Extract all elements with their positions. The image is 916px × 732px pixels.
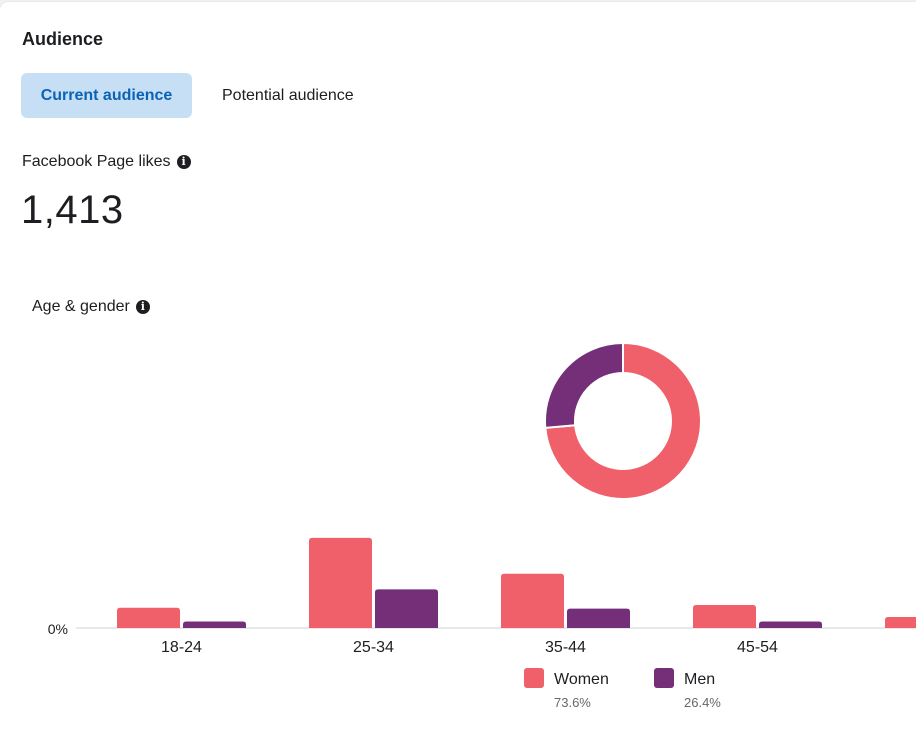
women-swatch <box>524 668 544 688</box>
legend-label-men: Men <box>684 671 716 688</box>
page-title: Audience <box>22 29 104 49</box>
bar-women-55-64 <box>885 616 916 628</box>
bar-men-25-34 <box>375 589 438 628</box>
page-likes-label-text: Facebook Page likes <box>22 153 171 170</box>
x-tick-label: 45-54 <box>737 639 778 656</box>
info-icon[interactable]: i <box>135 300 150 314</box>
x-tick-label: 18-24 <box>161 639 202 656</box>
age-gender-label: Age & gender i <box>32 298 150 316</box>
info-icon[interactable]: i <box>176 155 191 169</box>
bar-women-18-24 <box>117 607 180 628</box>
page-likes-value: 1,413 <box>21 188 124 232</box>
legend-pct-men: 26.4% <box>684 695 721 710</box>
donut-slice-men <box>544 341 624 429</box>
men-swatch <box>654 668 674 688</box>
legend-label-women: Women <box>554 671 609 688</box>
bar-women-45-54 <box>693 605 756 628</box>
tab-potential-audience[interactable]: Potential audience <box>222 87 354 104</box>
x-tick-label: 25-34 <box>353 639 394 656</box>
bar-men-45-54 <box>759 621 822 628</box>
bar-women-25-34 <box>309 537 372 628</box>
bar-men-18-24 <box>183 621 246 628</box>
bar-men-35-44 <box>567 608 630 628</box>
x-tick-label: 35-44 <box>545 639 586 656</box>
donut-slice-women <box>544 341 702 500</box>
page-likes-label: Facebook Page likes i <box>22 153 191 171</box>
y-tick-label: 0% <box>48 621 68 637</box>
legend-pct-women: 73.6% <box>554 695 591 710</box>
age-gender-label-text: Age & gender <box>32 298 130 315</box>
bar-women-35-44 <box>501 573 564 628</box>
tab-current-audience[interactable]: Current audience <box>21 73 192 118</box>
